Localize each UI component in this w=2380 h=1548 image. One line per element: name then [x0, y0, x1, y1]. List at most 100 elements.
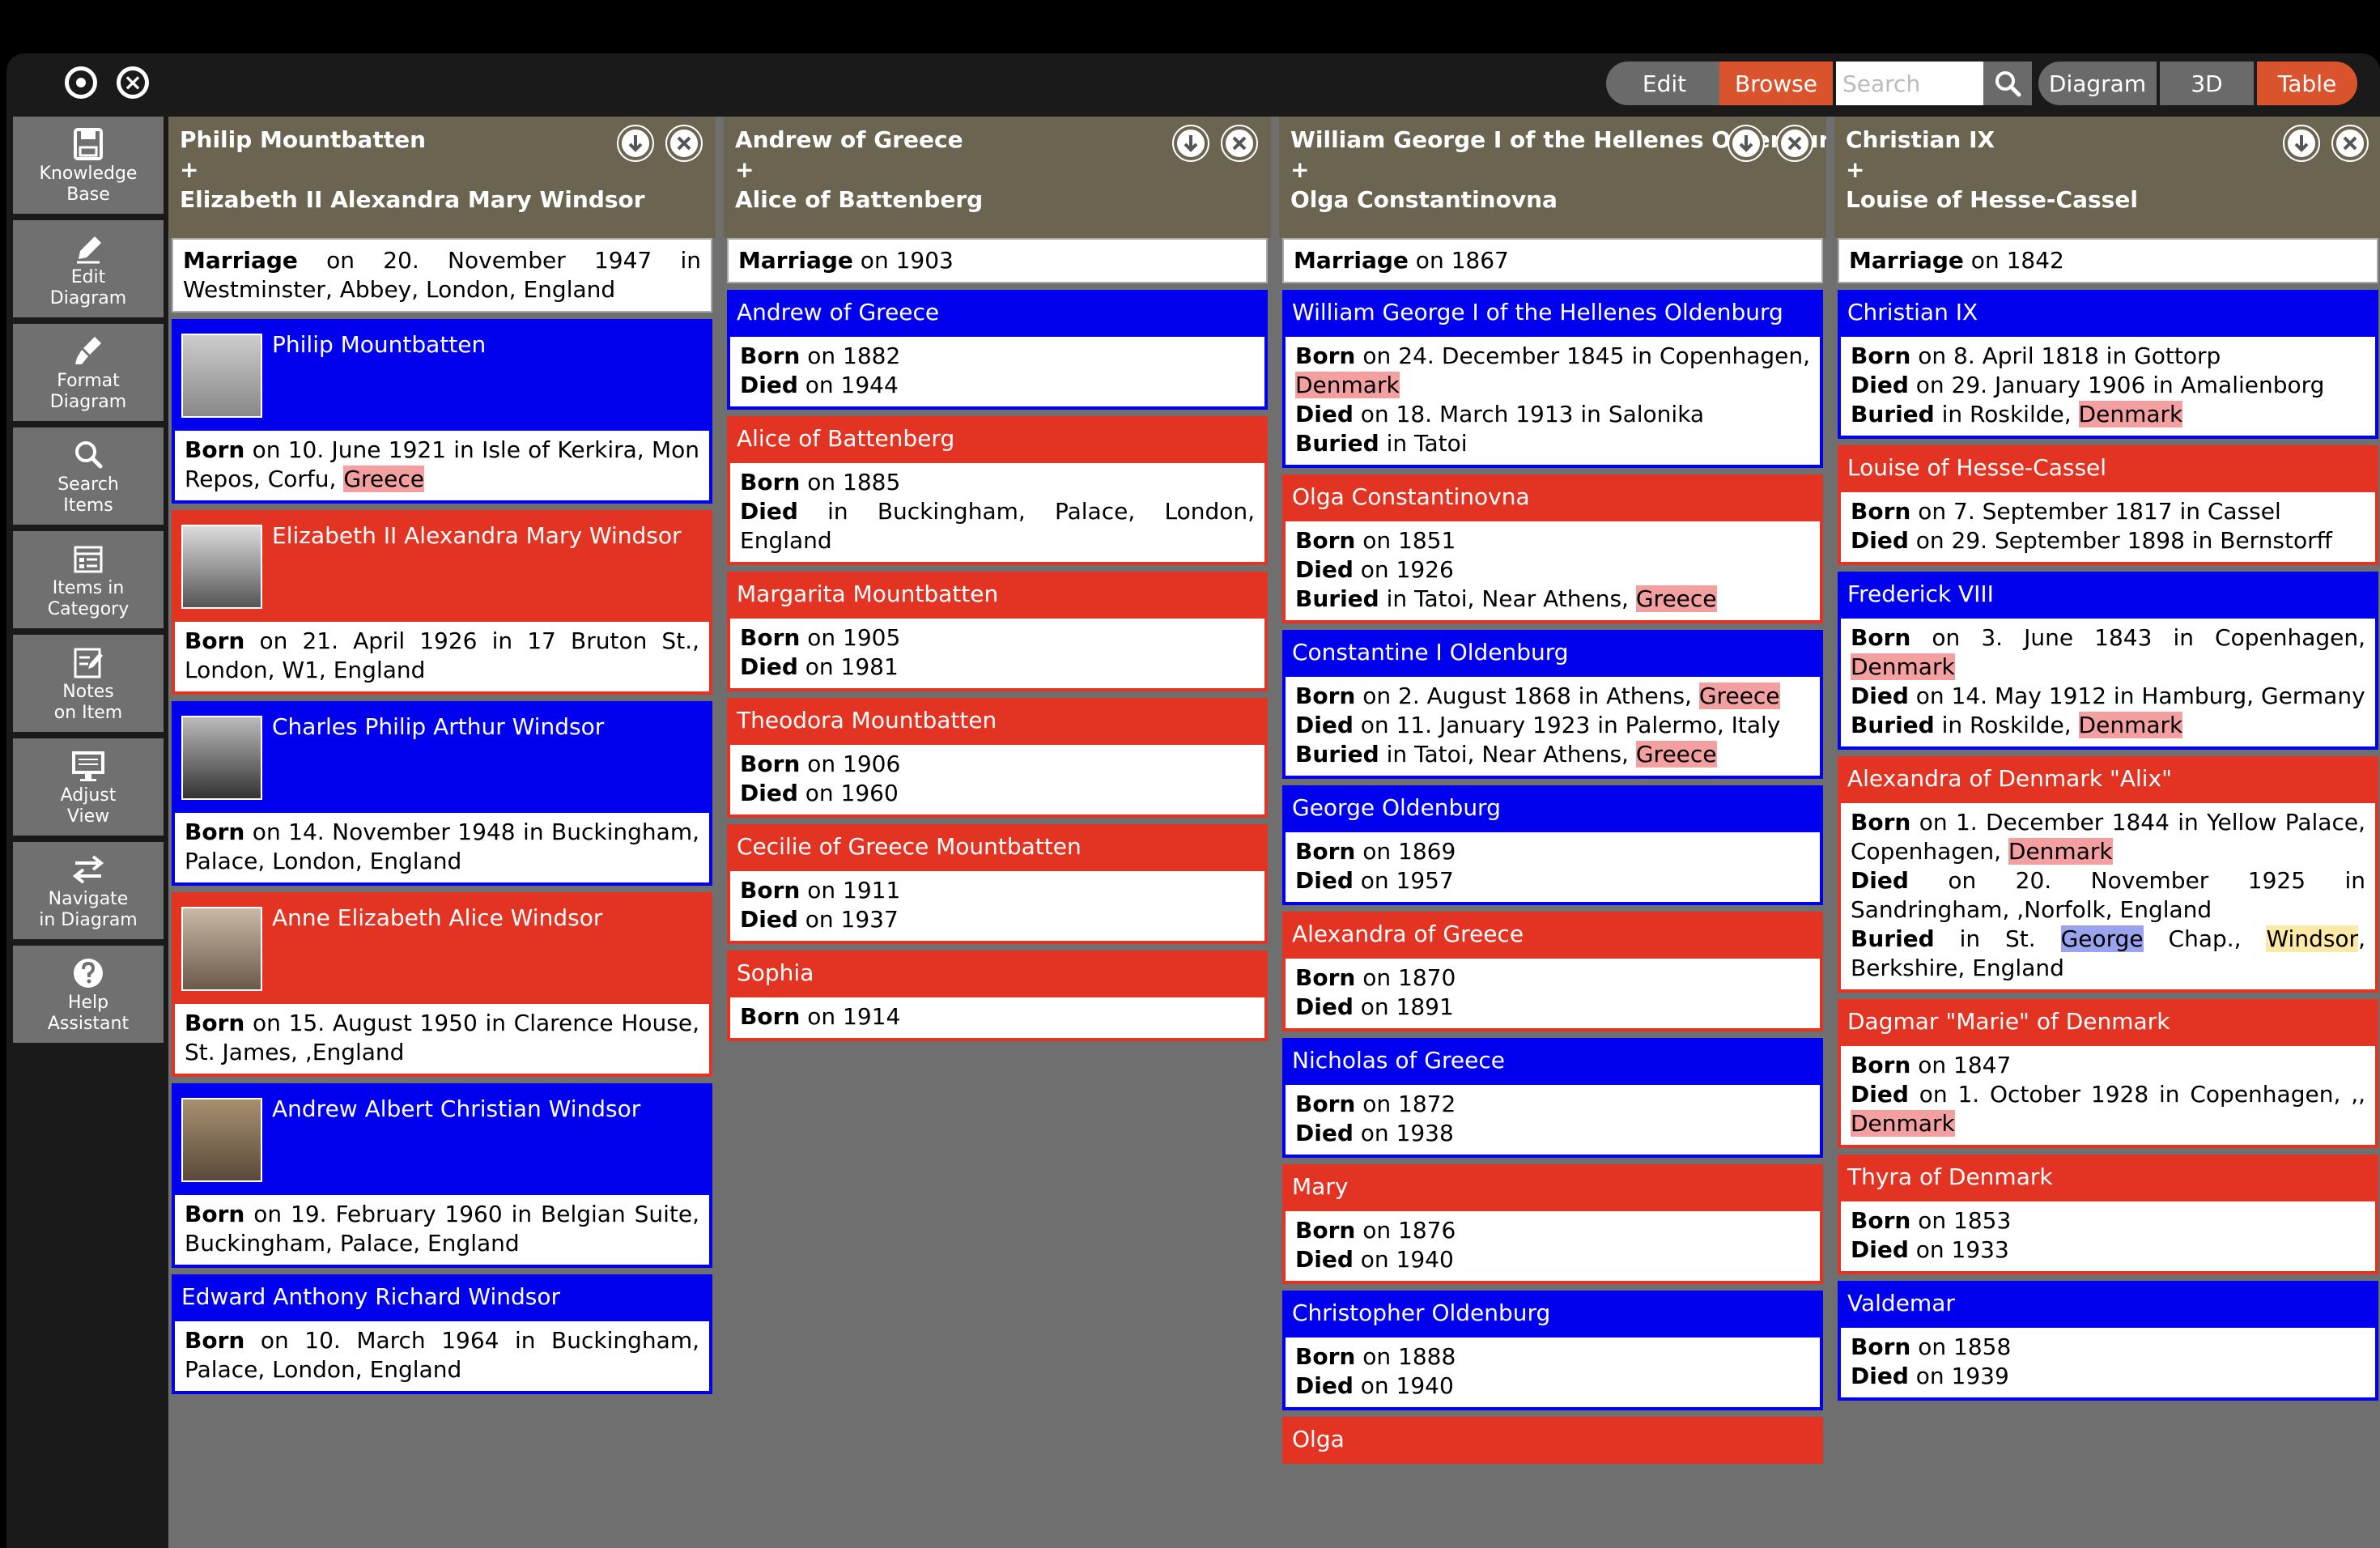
died-label: Died [740, 372, 798, 398]
person-card[interactable]: Andrew of Greece Born on 1882 Died on 194… [727, 290, 1268, 410]
couple-header: Christian IX + Louise of Hesse-Cassel [1834, 117, 2380, 238]
expand-down-icon[interactable] [1172, 125, 1209, 162]
person-card[interactable]: Constantine I Oldenburg Born on 2. Augus… [1282, 630, 1823, 779]
sidebar-item-knowledge-base[interactable]: Knowledge Base [13, 117, 164, 214]
sidebar-item-adjust-view[interactable]: Adjust View [13, 738, 164, 836]
spouse-name[interactable]: Olga Constantinovna [1290, 186, 1558, 213]
browse-button[interactable]: Browse [1719, 62, 1833, 105]
born-label: Born [740, 877, 801, 904]
list-icon [74, 546, 103, 573]
person-card[interactable]: Philip Mountbatten Born on 10. June 1921… [172, 319, 712, 504]
table-button[interactable]: Table [2257, 62, 2357, 105]
died-text: on 11. January 1923 in Palermo, Italy [1353, 712, 1781, 738]
person-card[interactable]: Alexandra of Denmark "Alix" Born on 1. D… [1838, 756, 2378, 993]
sidebar-item-format-diagram[interactable]: Format Diagram [13, 324, 164, 421]
person-card[interactable]: Olga [1282, 1417, 1823, 1464]
person-card[interactable]: Christian IX Born on 8. April 1818 in Go… [1838, 290, 2378, 439]
born-label: Born [1851, 498, 1911, 525]
person-card[interactable]: Alice of Battenberg Born on 1885 Died in … [727, 416, 1268, 565]
sidebar-item-notes-on-item[interactable]: Notes on Item [13, 635, 164, 732]
died-text: on 14. May 1912 in Hamburg, Germany [1908, 683, 2365, 709]
place-highlight[interactable]: Denmark [1851, 1110, 1955, 1137]
spouse-name[interactable]: Louise of Hesse-Cassel [1846, 186, 2138, 213]
person-card[interactable]: Cecilie of Greece Mountbatten Born on 19… [727, 824, 1268, 944]
place-highlight[interactable]: Greece [343, 466, 424, 492]
3d-button[interactable]: 3D [2160, 62, 2254, 105]
person-card[interactable]: Edward Anthony Richard Windsor Born on 1… [172, 1274, 712, 1394]
edit-button[interactable]: Edit [1606, 62, 1723, 105]
expand-down-icon[interactable] [1728, 125, 1765, 162]
target-icon[interactable] [65, 66, 97, 99]
died-text: in Buckingham, Palace, London, England [740, 498, 1255, 554]
marriage-info: Marriage on 1903 [727, 238, 1268, 283]
person-card[interactable]: Elizabeth II Alexandra Mary Windsor Born… [172, 510, 712, 695]
expand-down-icon[interactable] [2283, 125, 2320, 162]
place-highlight[interactable]: Denmark [1295, 372, 1400, 398]
search-button[interactable] [1983, 62, 2032, 105]
remove-icon[interactable] [1776, 125, 1813, 162]
sidebar-item-search-items[interactable]: Search Items [13, 427, 164, 525]
died-text: on 1981 [797, 653, 899, 680]
spouse-name[interactable]: Alice of Battenberg [735, 186, 984, 213]
person-card[interactable]: Anne Elizabeth Alice Windsor Born on 15.… [172, 892, 712, 1077]
person-card[interactable]: Nicholas of Greece Born on 1872 Died on 1… [1282, 1038, 1823, 1158]
sidebar-item-label: Edit [70, 267, 106, 287]
search-input[interactable] [1836, 62, 1983, 105]
person-card[interactable]: Sophia Born on 1914 [727, 950, 1268, 1041]
place-highlight[interactable]: Denmark [2008, 838, 2113, 865]
place-highlight[interactable]: Windsor [2266, 925, 2359, 952]
person-card[interactable]: William George I of the Hellenes Oldenbu… [1282, 290, 1823, 468]
marriage-info: Marriage on 1842 [1838, 238, 2378, 283]
person-card[interactable]: Thyra of Denmark Born on 1853 Died on 193… [1838, 1155, 2378, 1274]
person-card[interactable]: Charles Philip Arthur Windsor Born on 14… [172, 701, 712, 886]
person-card[interactable]: Valdemar Born on 1858 Died on 1939 [1838, 1281, 2378, 1401]
place-highlight[interactable]: Denmark [2078, 401, 2183, 427]
family-column: Andrew of Greece + Alice of Battenberg M… [724, 117, 1271, 1041]
app-window: × Edit Browse Diagram 3D Table Knowledge… [6, 53, 2380, 1548]
born-text: on 1858 [1910, 1333, 2012, 1360]
diagram-button[interactable]: Diagram [2038, 62, 2157, 105]
sidebar-item-help-assistant[interactable]: Help Assistant [13, 946, 164, 1043]
person-card[interactable]: George Oldenburg Born on 1869 Died on 195… [1282, 785, 1823, 905]
place-highlight[interactable]: Denmark [2078, 712, 2183, 738]
spouse-name[interactable]: Christian IX [1846, 126, 1995, 153]
person-name: Alexandra of Denmark "Alix" [1838, 756, 2378, 803]
person-card[interactable]: Alexandra of Greece Born on 1870 Died on … [1282, 912, 1823, 1031]
place-highlight[interactable]: Denmark [1851, 653, 1955, 680]
sidebar-item-edit-diagram[interactable]: Edit Diagram [13, 220, 164, 317]
place-highlight[interactable]: Greece [1635, 741, 1717, 768]
born-label: Born [1851, 1052, 1911, 1078]
person-card[interactable]: Dagmar "Marie" of Denmark Born on 1847 Di… [1838, 999, 2378, 1148]
person-card[interactable]: Christopher Oldenburg Born on 1888 Died o… [1282, 1291, 1823, 1410]
name-highlight[interactable]: George [2060, 925, 2144, 952]
sidebar-item-label: Help [67, 993, 109, 1013]
person-card[interactable]: Louise of Hesse-Cassel Born on 7. Septem… [1838, 445, 2378, 565]
born-text: on 24. December 1845 in Copenhagen, [1355, 342, 1810, 369]
sidebar-item-items-in-category[interactable]: Items in Category [13, 531, 164, 628]
person-card[interactable]: Margarita Mountbatten Born on 1905 Died o… [727, 572, 1268, 691]
spouse-name[interactable]: Andrew of Greece [735, 126, 963, 153]
remove-icon[interactable] [2331, 125, 2369, 162]
remove-icon[interactable] [665, 125, 703, 162]
person-name: Elizabeth II Alexandra Mary Windsor [272, 522, 682, 549]
person-card[interactable]: Olga Constantinovna Born on 1851 Died on … [1282, 474, 1823, 623]
sidebar-item-navigate-in-diagram[interactable]: Navigate in Diagram [13, 842, 164, 939]
person-card[interactable]: Andrew Albert Christian Windsor Born on … [172, 1083, 712, 1268]
spouse-name[interactable]: Philip Mountbatten [180, 126, 427, 153]
person-card[interactable]: Mary Born on 1876 Died on 1940 [1282, 1164, 1823, 1284]
sidebar-item-label: Assistant [47, 1014, 130, 1034]
place-highlight[interactable]: Greece [1698, 683, 1780, 709]
remove-icon[interactable] [1221, 125, 1258, 162]
died-label: Died [1295, 712, 1354, 738]
marriage-info: Marriage on 20. November 1947 in Westmin… [172, 238, 712, 313]
place-highlight[interactable]: Greece [1635, 585, 1717, 612]
couple-header: William George I of the Hellenes Oldenbu… [1279, 117, 1826, 238]
spouse-name[interactable]: Elizabeth II Alexandra Mary Windsor [180, 186, 645, 213]
expand-down-icon[interactable] [617, 125, 654, 162]
person-card[interactable]: Theodora Mountbatten Born on 1906 Died on… [727, 698, 1268, 818]
born-label: Born [185, 1010, 245, 1036]
person-card[interactable]: Frederick VIII Born on 3. June 1843 in C… [1838, 572, 2378, 750]
person-name: Philip Mountbatten [272, 331, 487, 358]
plus-sign: + [180, 156, 199, 183]
close-icon[interactable]: × [117, 66, 149, 99]
